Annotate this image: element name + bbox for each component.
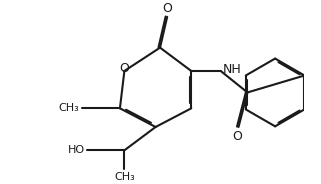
Text: CH₃: CH₃	[114, 172, 135, 182]
Text: O: O	[232, 130, 242, 143]
Text: O: O	[119, 62, 129, 75]
Text: O: O	[162, 2, 172, 15]
Text: CH₃: CH₃	[58, 103, 79, 113]
Text: NH: NH	[223, 63, 242, 76]
Text: HO: HO	[67, 145, 85, 155]
